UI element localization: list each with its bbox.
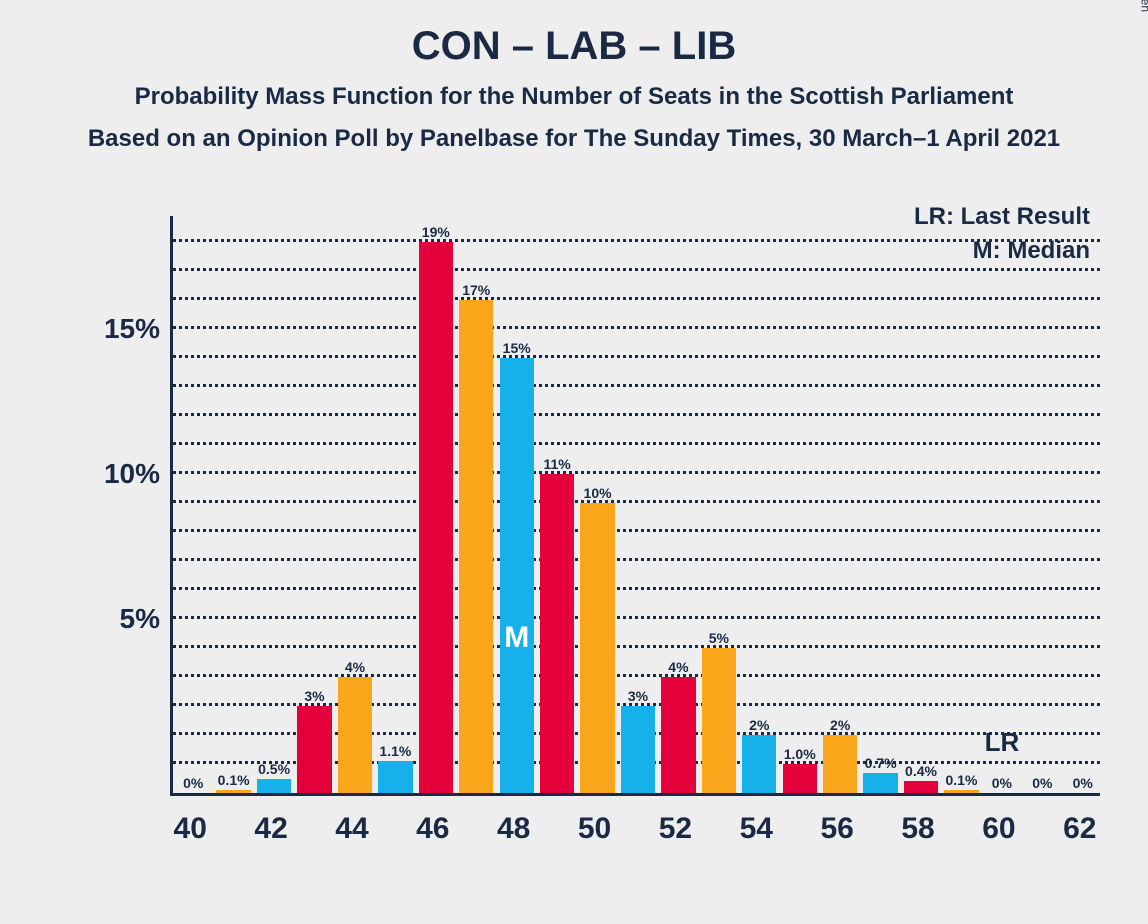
- bar-value-label: 0%: [1032, 775, 1052, 791]
- x-tick-label: 46: [416, 812, 449, 846]
- bar-value-label: 0%: [992, 775, 1012, 791]
- plot-area: LR: Last Result M: Median 0%0.1%0.5%3%4%…: [170, 216, 1100, 796]
- chart-subtitle-1: Probability Mass Function for the Number…: [0, 83, 1148, 111]
- y-tick-label: 5%: [80, 603, 160, 635]
- bar-value-label: 1.0%: [784, 746, 816, 762]
- bar-value-label: 0%: [183, 775, 203, 791]
- bar: 0.5%: [257, 779, 291, 794]
- bar-value-label: 2%: [749, 717, 769, 733]
- bar-value-label: 0.1%: [945, 772, 977, 788]
- x-tick-label: 56: [820, 812, 853, 846]
- bar-value-label: 1.1%: [379, 743, 411, 759]
- titles-block: CON – LAB – LIB Probability Mass Functio…: [0, 0, 1148, 153]
- chart-area: LR: Last Result M: Median 0%0.1%0.5%3%4%…: [100, 216, 1100, 856]
- x-tick-label: 48: [497, 812, 530, 846]
- bar: 3%: [621, 706, 655, 793]
- bar-value-label: 11%: [543, 456, 570, 472]
- bar-value-label: 15%: [503, 340, 531, 356]
- copyright-text: © 2021 Filip van Laenen: [1138, 0, 1148, 12]
- bar-value-label: 10%: [584, 485, 612, 501]
- y-tick-label: 15%: [80, 313, 160, 345]
- bar-value-label: 5%: [709, 630, 729, 646]
- bar-value-label: 4%: [668, 659, 688, 675]
- x-tick-label: 60: [982, 812, 1015, 846]
- bar: 2%: [742, 735, 776, 793]
- x-tick-label: 54: [740, 812, 773, 846]
- chart-title: CON – LAB – LIB: [0, 24, 1148, 69]
- x-tick-label: 50: [578, 812, 611, 846]
- bar: 1.1%: [378, 761, 412, 793]
- lr-marker: LR: [985, 727, 1020, 758]
- bar: 0.1%: [944, 790, 978, 793]
- bar-value-label: 0%: [1073, 775, 1093, 791]
- x-tick-label: 52: [659, 812, 692, 846]
- bars-container: 0%0.1%0.5%3%4%1.1%19%17%15%11%10%3%4%5%2…: [173, 216, 1100, 793]
- bar: 4%: [338, 677, 372, 793]
- x-tick-label: 42: [254, 812, 287, 846]
- bar: 0.4%: [904, 781, 938, 793]
- y-tick-label: 10%: [80, 458, 160, 490]
- bar: 19%: [419, 242, 453, 793]
- x-tick-label: 40: [174, 812, 207, 846]
- bar: 0.1%: [216, 790, 250, 793]
- bar-value-label: 0.5%: [258, 761, 290, 777]
- x-tick-label: 44: [335, 812, 368, 846]
- bar: 10%: [580, 503, 614, 793]
- bar: 4%: [661, 677, 695, 793]
- bar: 2%: [823, 735, 857, 793]
- bar-value-label: 0.4%: [905, 763, 937, 779]
- bar: 1.0%: [783, 764, 817, 793]
- bar: 11%: [540, 474, 574, 793]
- canvas: © 2021 Filip van Laenen CON – LAB – LIB …: [0, 0, 1148, 924]
- bar-value-label: 19%: [422, 224, 450, 240]
- bar: 3%: [297, 706, 331, 793]
- bar-value-label: 17%: [462, 282, 490, 298]
- bar-value-label: 0.7%: [865, 755, 897, 771]
- bar: 15%: [500, 358, 534, 793]
- bar: 0.7%: [863, 773, 897, 793]
- bar-value-label: 4%: [345, 659, 365, 675]
- bar-value-label: 2%: [830, 717, 850, 733]
- chart-subtitle-2: Based on an Opinion Poll by Panelbase fo…: [0, 125, 1148, 153]
- bar: 5%: [702, 648, 736, 793]
- bar-value-label: 3%: [304, 688, 324, 704]
- x-tick-label: 58: [901, 812, 934, 846]
- median-marker: M: [504, 621, 529, 655]
- x-tick-label: 62: [1063, 812, 1096, 846]
- bar: 17%: [459, 300, 493, 793]
- bar-value-label: 3%: [628, 688, 648, 704]
- bar-value-label: 0.1%: [218, 772, 250, 788]
